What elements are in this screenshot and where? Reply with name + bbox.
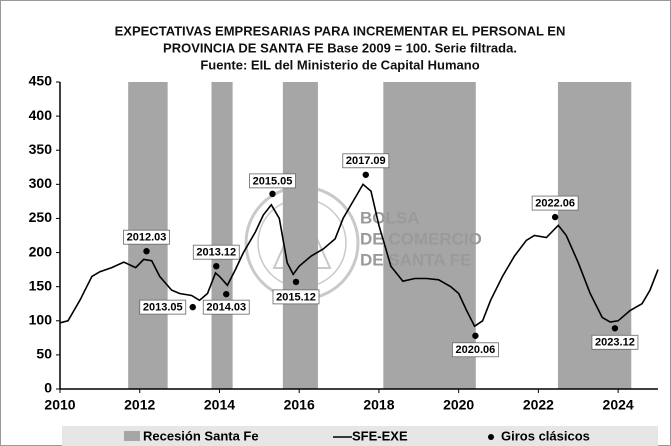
x-tick-label: 2010 bbox=[44, 397, 75, 413]
point-label: 2014.03 bbox=[206, 302, 246, 314]
point bbox=[472, 332, 479, 339]
y-tick-label: 50 bbox=[36, 346, 52, 362]
x-tick-label: 2014 bbox=[204, 397, 235, 413]
point bbox=[189, 303, 196, 311]
point-label: 2015.12 bbox=[276, 291, 316, 303]
legend-label: SFE-EXE bbox=[352, 428, 408, 443]
point-label: 2023.12 bbox=[595, 337, 635, 349]
point-label-box bbox=[591, 334, 639, 350]
point-label-box bbox=[531, 195, 579, 211]
legend-swatch bbox=[124, 431, 140, 441]
x-tick-label: 2022 bbox=[523, 397, 554, 413]
recession-band bbox=[211, 82, 233, 389]
y-tick-label: 0 bbox=[44, 380, 52, 396]
point-label: 2020.06 bbox=[456, 344, 496, 356]
y-tick-label: 100 bbox=[29, 311, 53, 327]
legend-swatch bbox=[488, 434, 494, 440]
point-label-box bbox=[123, 229, 170, 245]
watermark: DE SANTA FE bbox=[360, 250, 471, 269]
y-tick-label: 450 bbox=[29, 73, 53, 89]
y-tick-label: 300 bbox=[29, 175, 53, 191]
point-label: 2017.09 bbox=[346, 155, 386, 167]
legend-label: Recesión Santa Fe bbox=[143, 428, 259, 443]
point bbox=[143, 247, 150, 255]
point-label: 2015.05 bbox=[253, 175, 293, 187]
y-tick-label: 350 bbox=[29, 141, 53, 157]
recession-band bbox=[282, 82, 318, 389]
point bbox=[213, 263, 220, 270]
point bbox=[292, 278, 300, 286]
point-label: 2013.05 bbox=[143, 302, 183, 314]
x-tick-label: 2024 bbox=[603, 397, 634, 413]
point-label-box bbox=[249, 173, 296, 189]
point-label-box bbox=[202, 299, 250, 315]
x-tick-label: 2020 bbox=[443, 397, 474, 413]
point-label-box bbox=[192, 244, 240, 260]
point-label-box bbox=[139, 299, 187, 315]
x-tick-label: 2018 bbox=[363, 397, 394, 413]
chart-title: PROVINCIA DE SANTA FE Base 2009 = 100. S… bbox=[163, 40, 517, 55]
point-label-box bbox=[452, 342, 499, 358]
point bbox=[223, 290, 230, 298]
chart-title: Fuente: EIL del Ministerio de Capital Hu… bbox=[200, 57, 479, 72]
watermark: BOLSA bbox=[360, 208, 420, 227]
line bbox=[59, 183, 659, 328]
x-tick-label: 2016 bbox=[284, 397, 315, 413]
y-tick-label: 150 bbox=[29, 277, 53, 293]
y-tick-label: 250 bbox=[29, 209, 53, 225]
watermark: DE COMERCIO bbox=[360, 229, 482, 248]
point-label: 2012.03 bbox=[127, 232, 167, 244]
point-label: 2013.12 bbox=[196, 247, 236, 259]
recession-band bbox=[383, 82, 476, 389]
point-label: 2022.06 bbox=[535, 197, 575, 209]
point bbox=[269, 190, 276, 198]
chart-title: EXPECTATIVAS EMPRESARIAS PARA INCREMENTA… bbox=[115, 23, 566, 38]
legend-label: Giros clásicos bbox=[501, 428, 590, 443]
point bbox=[551, 213, 559, 221]
point bbox=[362, 171, 369, 178]
legend-bg bbox=[62, 426, 658, 446]
y-tick-label: 200 bbox=[29, 243, 53, 259]
point-label-box bbox=[342, 153, 390, 169]
point-label-box bbox=[272, 289, 320, 305]
x-tick-label: 2012 bbox=[124, 397, 155, 413]
point bbox=[611, 325, 619, 332]
y-tick-label: 400 bbox=[29, 107, 53, 123]
